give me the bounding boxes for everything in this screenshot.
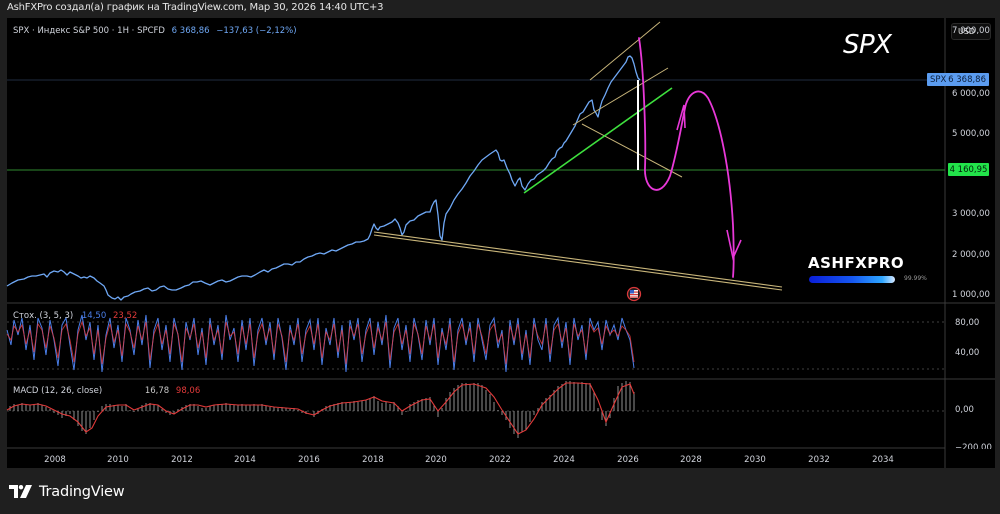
last-price-tag: SPX 6 368,86 (927, 73, 989, 86)
macd-legend[interactable]: MACD (12, 26, close) 16,78 98,06 (13, 386, 200, 396)
stoch-scale-40: 40,00 (955, 348, 980, 358)
tradingview-logo[interactable]: TradingView (9, 484, 125, 500)
time-axis-label: 2032 (808, 455, 830, 465)
time-axis-label: 2010 (107, 455, 129, 465)
last-price-tag-value: 6 368,86 (948, 74, 986, 85)
macd-value-1: 16,78 (144, 386, 170, 396)
time-axis-label: 2022 (489, 455, 511, 465)
time-axis-label: 2012 (171, 455, 193, 465)
tradingview-logo-text: TradingView (39, 484, 125, 500)
tradingview-logo-icon (9, 485, 32, 498)
rising-trendline (523, 87, 673, 194)
currency-button[interactable]: USD (951, 23, 991, 40)
price-axis-label: 2 000,00 (952, 250, 990, 260)
time-axis-label: 2026 (617, 455, 639, 465)
chart-frame[interactable] (7, 18, 995, 468)
stoch-k-value: 14,50 (81, 311, 107, 321)
us-flag-event-icon[interactable] (626, 286, 642, 302)
stoch-legend[interactable]: Стох. (3, 5, 3) 14,50 23,52 (13, 311, 137, 321)
forecast-arrow-up (676, 104, 686, 131)
price-axis-label: 6 000,00 (952, 89, 990, 99)
stoch-title: Стох. (3, 5, 3) (13, 311, 74, 321)
macd-title: MACD (12, 26, close) (13, 386, 103, 396)
time-axis-label: 2018 (362, 455, 384, 465)
time-axis-label: 2008 (44, 455, 66, 465)
long-trendline-upper (373, 231, 783, 288)
forecast-arrow-down (726, 229, 742, 261)
price-axis-label: 5 000,00 (952, 129, 990, 139)
time-axis-label: 2030 (744, 455, 766, 465)
price-axis-label: 7 000,00 (952, 26, 990, 36)
time-axis-label: 2016 (298, 455, 320, 465)
price-change: −137,63 (−2,12%) (216, 26, 297, 36)
stoch-scale-80: 80,00 (955, 318, 980, 328)
forecast-path (638, 37, 735, 278)
support-level-tag: 4 160,95 (948, 163, 989, 176)
price-series-line (6, 55, 641, 301)
stoch-d-line (6, 320, 635, 365)
channel-middle-line (572, 67, 669, 126)
price-axis-label: 3 000,00 (952, 209, 990, 219)
price-axis-label: 1 000,00 (952, 290, 990, 300)
author-brand-percent: 99.99% (904, 275, 927, 282)
author-brand-text: ASHFXPRO (808, 254, 905, 272)
time-axis-label: 2014 (234, 455, 256, 465)
symbol-watermark: SPX (843, 30, 892, 60)
symbol-legend[interactable]: SPX · Индекс S&P 500 · 1H · SPCFD 6 368,… (13, 26, 297, 36)
chart-caption: AshFXPro создал(а) график на TradingView… (7, 2, 384, 13)
symbol-description: SPX · Индекс S&P 500 · 1H · SPCFD (13, 26, 165, 36)
time-axis-label: 2024 (553, 455, 575, 465)
author-brand-bar (809, 276, 895, 283)
time-axis-label: 2028 (680, 455, 702, 465)
macd-signal-line (6, 382, 635, 435)
last-price: 6 368,86 (171, 26, 210, 36)
stoch-d-value: 23,52 (112, 311, 138, 321)
macd-scale-neg: −200,00 (955, 443, 992, 449)
channel-crossing-line (581, 123, 683, 178)
macd-value-2: 98,06 (175, 386, 201, 396)
channel-upper-line (589, 21, 661, 81)
time-axis-label: 2034 (872, 455, 894, 465)
macd-scale-zero: 0,00 (955, 405, 974, 415)
time-axis-label: 2020 (425, 455, 447, 465)
long-trendline-lower (373, 234, 783, 291)
last-price-tag-symbol: SPX (930, 74, 947, 85)
